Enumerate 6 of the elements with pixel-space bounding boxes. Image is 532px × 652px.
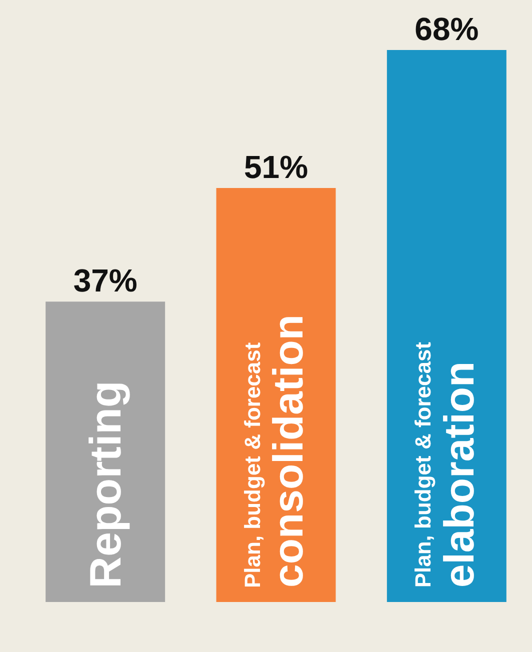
x-tick-label: Plan, budget & forecast consolidation xyxy=(240,314,312,588)
data-label: 68% xyxy=(414,11,479,47)
data-label: 37% xyxy=(73,262,138,299)
data-label: 51% xyxy=(244,149,308,185)
x-tick-label: Plan, budget & forecast elaboration xyxy=(410,341,483,588)
x-tick-label: Reporting xyxy=(81,380,130,588)
